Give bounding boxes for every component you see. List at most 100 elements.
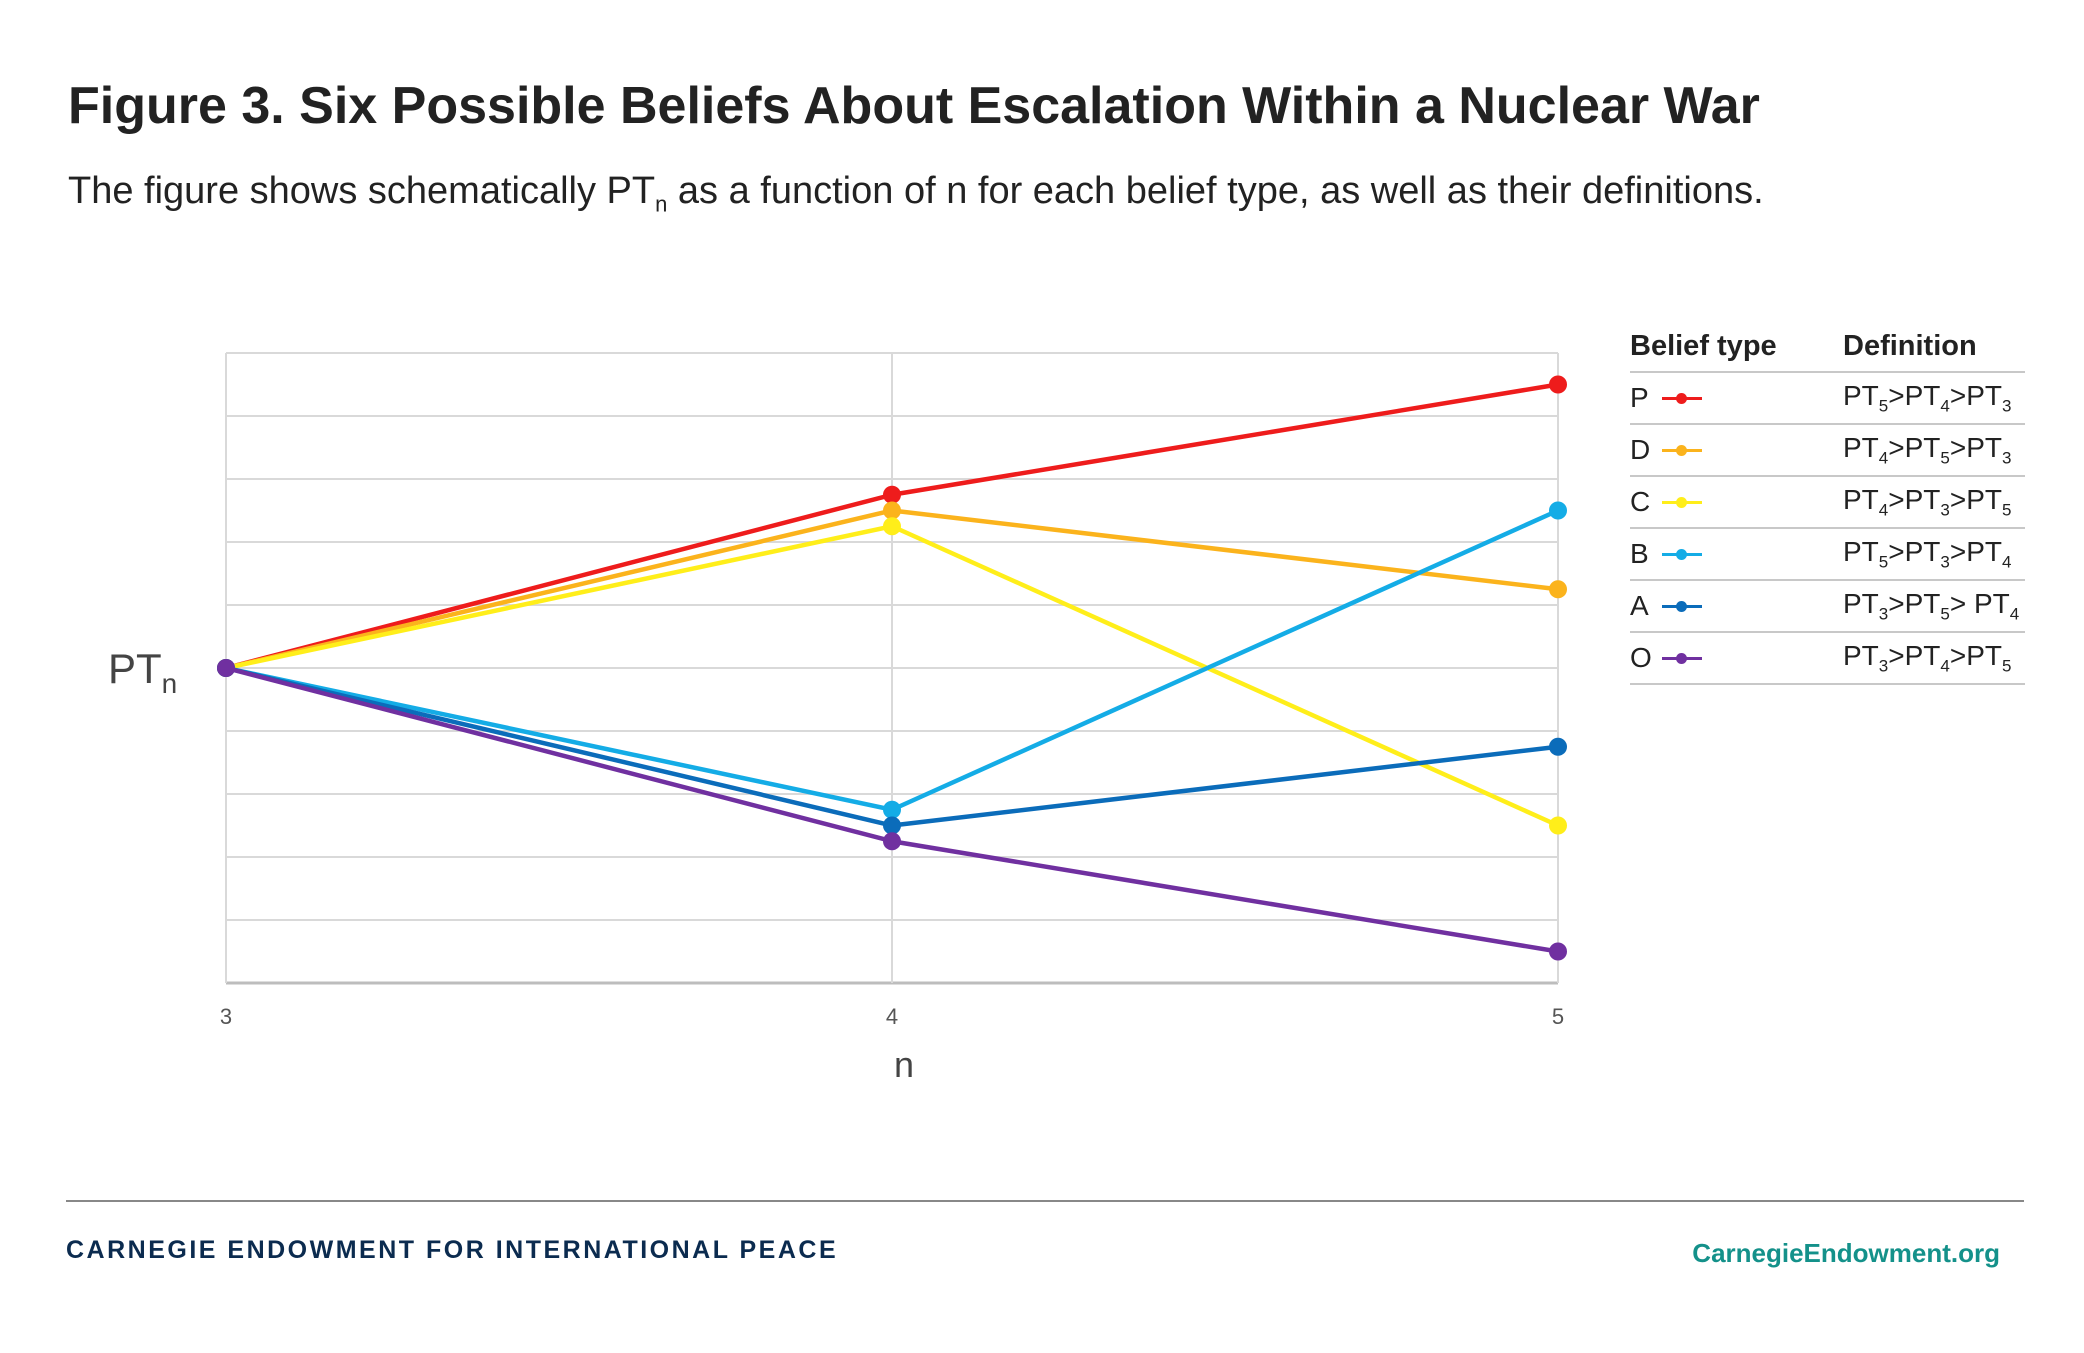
definition-subscript: 3 [1940, 552, 1950, 572]
legend-header-belief: Belief type [1630, 330, 1777, 362]
legend-definition: PT5>PT4>PT3 [1843, 380, 2011, 417]
definition-subscript: 4 [2002, 552, 2012, 572]
legend-belief-cell: O [1630, 642, 1843, 674]
legend-row-P: P PT5>PT4>PT3 [1630, 373, 2025, 425]
y-axis-label: PTn [108, 645, 177, 699]
legend-belief-letter: D [1630, 434, 1651, 465]
chart-title: Figure 3. Six Possible Beliefs About Esc… [68, 77, 1760, 135]
legend-belief-letter: C [1630, 486, 1651, 517]
definition-term: PT [1843, 431, 1879, 463]
definition-subscript: 4 [1878, 448, 1889, 468]
subtitle-subscript: n [655, 191, 668, 217]
legend-row-O: O PT3>PT4>PT5 [1630, 633, 2025, 685]
definition-term: PT [1843, 379, 1879, 411]
definition-subscript: 3 [1878, 656, 1889, 676]
legend-line-marker-icon [1662, 492, 1702, 512]
definition-term: PT [1843, 639, 1879, 671]
definition-subscript: 5 [1940, 604, 1950, 624]
definition-term: PT [1843, 587, 1879, 619]
legend-belief-letter: O [1630, 642, 1652, 673]
definition-term: >PT [1949, 379, 2002, 411]
legend-table: Belief type Definition P PT5>PT4>PT3 D PT4>… [1630, 330, 2025, 685]
point-O-5 [1549, 942, 1567, 961]
y-axis-label-sub: n [162, 668, 178, 699]
definition-term: >PT [1888, 535, 1941, 567]
point-P-4 [883, 485, 901, 504]
definition-term: >PT [1949, 483, 2002, 515]
legend-belief-cell: A [1630, 590, 1843, 622]
definition-subscript: 3 [2002, 396, 2012, 416]
definition-term: PT [1843, 483, 1879, 515]
legend-definition: PT5>PT3>PT4 [1843, 536, 2011, 573]
definition-term: > PT [1949, 587, 2010, 619]
legend-line-marker-icon [1662, 544, 1702, 564]
definition-subscript: 4 [1940, 656, 1950, 676]
point-D-4 [883, 501, 901, 520]
subtitle-text-after: as a function of n for each belief type,… [667, 170, 1764, 212]
legend-row-C: C PT4>PT3>PT5 [1630, 477, 2025, 529]
x-tick-label: 3 [220, 1004, 232, 1029]
legend-belief-cell: B [1630, 538, 1843, 570]
point-O-4 [883, 832, 901, 851]
point-D-5 [1549, 580, 1567, 599]
legend-belief-letter: B [1630, 538, 1649, 569]
chart-subtitle: The figure shows schematically PTn as a … [68, 170, 1764, 218]
definition-subscript: 5 [2002, 656, 2012, 676]
legend-row-D: D PT4>PT5>PT3 [1630, 425, 2025, 477]
point-B-5 [1549, 501, 1567, 520]
definition-term: >PT [1949, 431, 2002, 463]
definition-subscript: 4 [1940, 396, 1950, 416]
definition-term: >PT [1888, 483, 1941, 515]
legend-row-B: B PT5>PT3>PT4 [1630, 529, 2025, 581]
point-B-4 [883, 800, 901, 819]
legend-definition: PT4>PT5>PT3 [1843, 432, 2011, 469]
definition-subscript: 4 [2009, 604, 2020, 624]
footer-org-name: CARNEGIE ENDOWMENT FOR INTERNATIONAL PEA… [66, 1236, 839, 1264]
footer-url[interactable]: CarnegieEndowment.org [1692, 1238, 2000, 1268]
x-axis-ticks: 3 4 5 [220, 1004, 1564, 1029]
legend-line-marker-icon [1662, 440, 1702, 460]
legend-definition: PT3>PT5> PT4 [1843, 588, 2019, 625]
legend-line-marker-icon [1662, 596, 1702, 616]
legend-belief-cell: P [1630, 382, 1843, 414]
definition-subscript: 5 [1940, 448, 1950, 468]
point-A-4 [883, 816, 901, 835]
legend-belief-letter: P [1630, 382, 1649, 413]
legend-header: Belief type Definition [1630, 330, 2025, 373]
x-tick-label: 5 [1552, 1004, 1564, 1029]
point-O-3 [217, 659, 235, 677]
definition-subscript: 4 [1878, 500, 1889, 520]
series-O [217, 659, 1567, 961]
chart-grid [225, 352, 1559, 985]
definition-term: >PT [1949, 535, 2002, 567]
definition-subscript: 3 [1940, 500, 1950, 520]
definition-subscript: 5 [2002, 500, 2012, 520]
chart-series [217, 375, 1567, 961]
definition-subscript: 3 [1878, 604, 1889, 624]
definition-term: PT [1843, 535, 1879, 567]
legend-header-definition: Definition [1843, 330, 1977, 362]
legend-definition: PT4>PT3>PT5 [1843, 484, 2011, 521]
legend-belief-cell: C [1630, 486, 1843, 518]
definition-subscript: 3 [2002, 448, 2012, 468]
definition-subscript: 5 [1878, 396, 1889, 416]
point-A-5 [1549, 737, 1567, 756]
y-axis-label-main: PT [108, 645, 162, 692]
definition-term: >PT [1888, 379, 1941, 411]
point-C-4 [883, 517, 901, 536]
legend-row-A: A PT3>PT5> PT4 [1630, 581, 2025, 633]
definition-term: >PT [1888, 431, 1941, 463]
footer-divider [66, 1200, 2024, 1202]
legend-belief-letter: A [1630, 590, 1649, 621]
definition-term: >PT [1888, 639, 1941, 671]
definition-term: >PT [1888, 587, 1941, 619]
legend-belief-cell: D [1630, 434, 1843, 466]
legend-line-marker-icon [1662, 388, 1702, 408]
x-tick-label: 4 [886, 1004, 898, 1029]
subtitle-text-before: The figure shows schematically PT [68, 170, 656, 212]
definition-term: >PT [1949, 639, 2002, 671]
legend-definition: PT3>PT4>PT5 [1843, 640, 2011, 677]
legend-rows: P PT5>PT4>PT3 D PT4>PT5>PT3 C PT4>PT3>PT5 B PT5… [1630, 373, 2025, 685]
definition-subscript: 5 [1878, 552, 1889, 572]
